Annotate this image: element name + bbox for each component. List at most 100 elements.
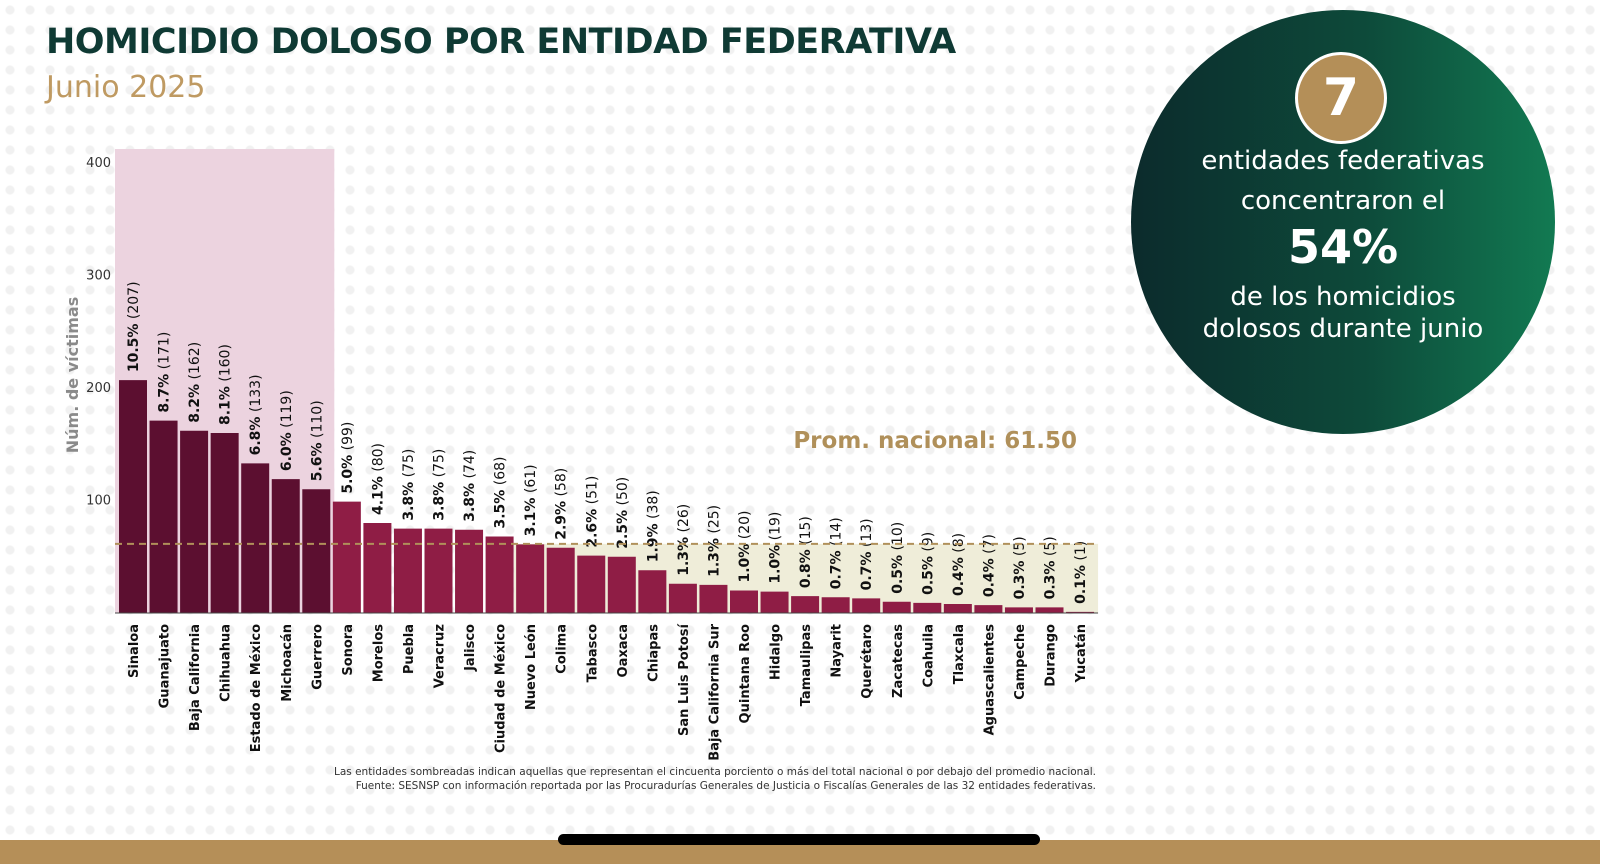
category-label: Chiapas	[646, 624, 661, 682]
bar-percent-label: 1.3%	[706, 538, 722, 577]
y-tick-label: 200	[86, 381, 111, 396]
bar-12	[485, 536, 514, 613]
category-label: Michoacán	[280, 624, 295, 702]
category-label: Querétaro	[860, 624, 875, 699]
bar-2	[180, 430, 209, 613]
bar-value-label: 3.8% (74)	[462, 450, 478, 522]
bar-percent-label: 0.1%	[1073, 565, 1089, 604]
category-label: Hidalgo	[769, 624, 784, 680]
category-label: Guanajuato	[158, 624, 173, 708]
bar-value-label: 10.5% (207)	[126, 281, 142, 372]
bar-28	[974, 605, 1003, 613]
bar-count-label: (162)	[187, 342, 203, 384]
category-label: Zacatecas	[891, 624, 906, 698]
bar-percent-label: 3.8%	[432, 482, 448, 521]
bar-percent-label: 3.5%	[493, 490, 509, 529]
bar-13	[516, 544, 545, 613]
bar-count-label: (58)	[554, 468, 570, 501]
bar-9	[393, 528, 422, 613]
bar-value-label: 3.1% (61)	[523, 464, 539, 536]
bar-count-label: (15)	[798, 516, 814, 549]
bar-22	[791, 596, 820, 613]
bar-percent-label: 10.5%	[126, 324, 142, 373]
bar-count-label: (171)	[157, 332, 173, 374]
summary-line-2: concentraron el	[1240, 186, 1446, 216]
bar-percent-label: 4.1%	[370, 476, 386, 515]
bar-percent-label: 8.1%	[218, 386, 234, 425]
bar-value-label: 8.2% (162)	[187, 342, 203, 423]
bar-count-label: (207)	[126, 281, 142, 323]
category-label: Baja California Sur	[707, 623, 722, 760]
bar-count-label: (99)	[340, 422, 356, 455]
category-label: Estado de México	[249, 624, 264, 752]
bar-value-label: 6.8% (133)	[248, 374, 264, 455]
bar-count-label: (9)	[920, 532, 936, 556]
bar-1	[149, 420, 178, 613]
bar-count-label: (25)	[706, 505, 722, 538]
bar-value-label: 4.1% (80)	[370, 443, 386, 515]
average-label: Prom. nacional: 61.50	[793, 428, 1077, 454]
bar-value-label: 3.8% (75)	[432, 449, 448, 521]
category-label: Sinaloa	[127, 624, 142, 678]
bar-21	[760, 591, 789, 613]
bar-percent-label: 0.5%	[890, 555, 906, 594]
bar-count-label: (68)	[493, 456, 509, 489]
bar-value-label: 8.1% (160)	[218, 344, 234, 425]
y-tick-label: 100	[86, 494, 111, 509]
bar-percent-label: 3.8%	[462, 483, 478, 522]
bar-24	[852, 598, 881, 613]
category-label: Tamaulipas	[799, 624, 814, 707]
bar-percent-label: 6.0%	[279, 432, 295, 471]
bar-value-label: 0.7% (13)	[859, 518, 875, 590]
y-tick-label: 400	[86, 156, 111, 171]
bar-count-label: (13)	[859, 518, 875, 551]
footnote-shading: Las entidades sombreadas indican aquella…	[334, 766, 1096, 778]
bar-16	[607, 556, 636, 613]
bar-percent-label: 5.6%	[309, 442, 325, 481]
category-label: Yucatán	[1074, 624, 1089, 683]
category-label: Sonora	[341, 624, 356, 676]
category-label: Ciudad de México	[494, 624, 509, 753]
bar-7	[332, 501, 361, 613]
category-label: Jalisco	[463, 624, 478, 672]
bar-count-label: (1)	[1073, 541, 1089, 565]
bar-percent-label: 0.5%	[920, 556, 936, 595]
bar-value-label: 1.0% (19)	[768, 512, 784, 584]
bar-value-label: 2.5% (50)	[615, 477, 631, 549]
summary-line-4: dolosos durante junio	[1202, 314, 1484, 344]
bar-value-label: 2.6% (51)	[584, 476, 600, 548]
bar-chart: 100 200 300 400 Núm. de víctimas 10.5% (207) S…	[63, 149, 1099, 761]
bar-count-label: (50)	[615, 477, 631, 510]
category-label: Aguascalientes	[982, 624, 997, 736]
bar-count-label: (80)	[370, 443, 386, 476]
bar-percent-label: 1.0%	[768, 545, 784, 584]
bar-10	[424, 528, 453, 613]
category-label: Chihuahua	[219, 624, 234, 702]
bar-29	[1004, 607, 1033, 613]
bar-14	[546, 547, 575, 613]
category-label: Colima	[555, 624, 570, 674]
category-label: Coahuila	[921, 624, 936, 687]
category-label: Campeche	[1013, 624, 1028, 700]
bar-percent-label: 0.4%	[951, 557, 967, 596]
bar-20	[730, 590, 758, 613]
bar-15	[577, 555, 606, 613]
bar-count-label: (20)	[737, 510, 753, 543]
category-label: Puebla	[402, 624, 417, 674]
summary-line-3: de los homicidios	[1230, 282, 1456, 312]
bar-value-label: 6.0% (119)	[279, 390, 295, 471]
bar-value-label: 2.9% (58)	[554, 468, 570, 540]
bar-percent-label: 3.1%	[523, 498, 539, 537]
summary-percent: 54%	[1287, 220, 1399, 274]
bar-11	[455, 529, 484, 613]
bar-count-label: (5)	[1012, 536, 1028, 560]
bar-value-label: 0.4% (8)	[951, 533, 967, 596]
bar-count-label: (38)	[645, 490, 661, 523]
bar-8	[363, 523, 392, 613]
bar-value-label: 0.8% (15)	[798, 516, 814, 588]
home-indicator[interactable]	[558, 834, 1040, 845]
bar-4	[241, 463, 270, 613]
bar-percent-label: 2.6%	[584, 509, 600, 548]
bar-percent-label: 5.0%	[340, 455, 356, 494]
bar-percent-label: 1.3%	[676, 537, 692, 576]
